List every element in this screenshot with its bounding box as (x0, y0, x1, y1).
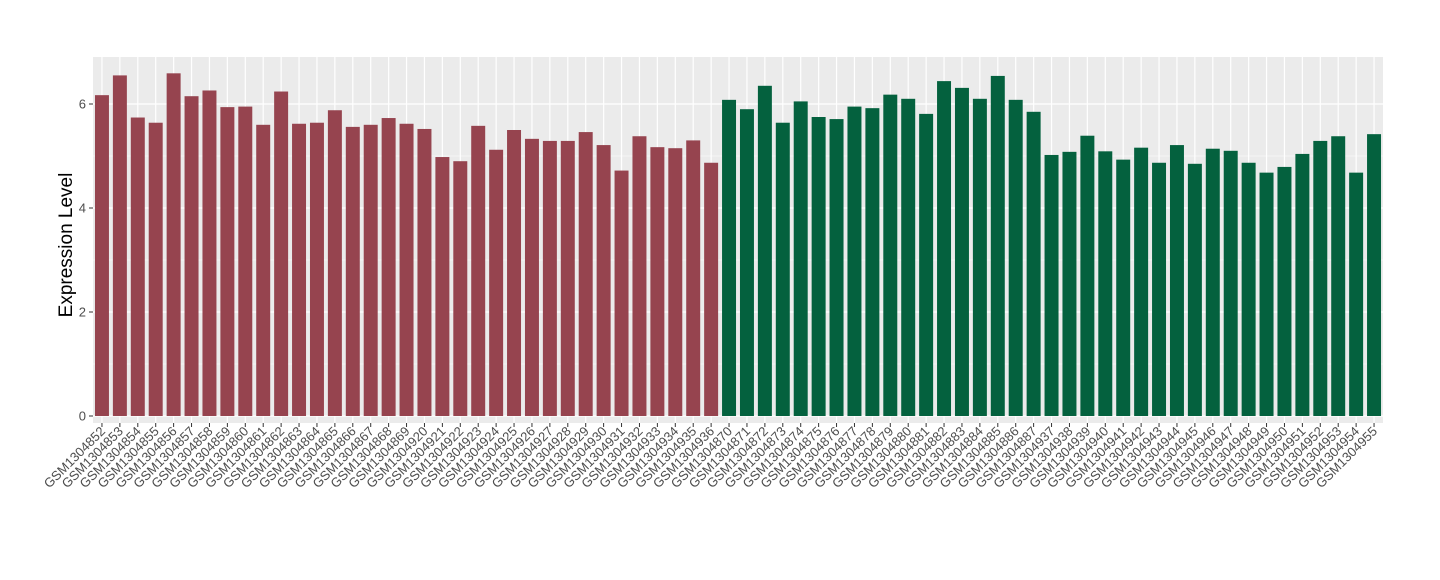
bar-GSM1304954 (1349, 172, 1364, 416)
bar-GSM1304942 (1134, 147, 1149, 416)
bar-GSM1304866 (345, 126, 360, 416)
bar-GSM1304881 (919, 113, 934, 416)
bar-GSM1304928 (560, 140, 575, 417)
bar-GSM1304864 (309, 122, 324, 416)
bar-GSM1304944 (1169, 145, 1184, 416)
bar-GSM1304943 (1152, 162, 1167, 416)
bar-GSM1304867 (363, 124, 378, 417)
y-tick-label: 6 (79, 97, 86, 112)
y-tick-label: 4 (79, 201, 86, 216)
y-axis-title: Expression Level (56, 173, 77, 318)
x-axis: GSM1304852GSM1304853GSM1304854GSM1304855… (41, 423, 1380, 491)
bar-GSM1304952 (1313, 140, 1328, 417)
bars (94, 73, 1382, 417)
bar-GSM1304855 (148, 122, 163, 416)
bar-GSM1304878 (865, 108, 880, 416)
bar-GSM1304862 (274, 91, 289, 417)
bar-GSM1304873 (775, 122, 790, 416)
bar-GSM1304854 (130, 117, 145, 417)
bar-GSM1304863 (292, 123, 307, 416)
bar-GSM1304870 (722, 99, 737, 416)
bar-GSM1304938 (1062, 151, 1077, 416)
bar-GSM1304951 (1295, 153, 1310, 417)
bar-GSM1304859 (220, 107, 235, 417)
bar-GSM1304934 (668, 148, 683, 416)
bar-GSM1304872 (757, 85, 772, 417)
bar-GSM1304922 (453, 161, 468, 416)
bar-GSM1304941 (1116, 159, 1131, 416)
bar-GSM1304937 (1044, 154, 1059, 416)
bar-GSM1304883 (954, 87, 969, 416)
bar-GSM1304868 (381, 118, 396, 416)
bar-GSM1304950 (1277, 166, 1292, 416)
bar-GSM1304946 (1205, 148, 1220, 416)
bar-GSM1304885 (990, 75, 1005, 417)
bar-GSM1304882 (937, 81, 952, 417)
bar-GSM1304955 (1367, 134, 1382, 416)
bar-GSM1304880 (901, 98, 916, 417)
bar-GSM1304886 (1008, 99, 1023, 416)
bar-GSM1304856 (166, 73, 181, 416)
bar-GSM1304857 (184, 96, 199, 416)
bar-GSM1304935 (686, 140, 701, 416)
y-axis: 0 2 4 6 (79, 97, 93, 424)
bar-GSM1304920 (417, 128, 432, 416)
bar-GSM1304852 (94, 95, 109, 416)
bar-GSM1304926 (524, 138, 539, 416)
bar-GSM1304948 (1241, 162, 1256, 416)
bar-GSM1304940 (1098, 151, 1113, 416)
bar-GSM1304931 (614, 170, 629, 416)
bar-GSM1304933 (650, 147, 665, 416)
bar-GSM1304860 (238, 106, 253, 416)
bar-GSM1304924 (489, 149, 504, 416)
bar-GSM1304929 (578, 132, 593, 416)
bar-GSM1304853 (112, 75, 127, 417)
bar-GSM1304871 (739, 109, 754, 416)
y-tick-label: 2 (79, 305, 86, 320)
plot-panel (93, 57, 1383, 423)
bar-GSM1304877 (847, 106, 862, 416)
bar-GSM1304932 (632, 136, 647, 417)
bar-GSM1304923 (471, 125, 486, 416)
bar-GSM1304947 (1223, 150, 1238, 417)
bar-GSM1304925 (507, 130, 522, 416)
bar-GSM1304861 (256, 124, 271, 417)
bar-GSM1304875 (811, 117, 826, 416)
bar-GSM1304936 (704, 162, 719, 416)
bar-GSM1304953 (1331, 136, 1346, 417)
bar-GSM1304884 (972, 98, 987, 417)
bar-GSM1304949 (1259, 172, 1274, 416)
bar-GSM1304887 (1026, 111, 1041, 417)
bar-GSM1304939 (1080, 135, 1095, 416)
bar-GSM1304945 (1187, 163, 1202, 416)
bar-GSM1304921 (435, 157, 450, 417)
y-tick-label: 0 (79, 409, 86, 424)
bar-GSM1304858 (202, 90, 217, 416)
bar-GSM1304876 (829, 119, 844, 416)
bar-GSM1304869 (399, 123, 414, 416)
bar-GSM1304927 (542, 140, 557, 417)
bar-GSM1304874 (793, 101, 808, 417)
bar-GSM1304865 (327, 110, 342, 417)
bar-GSM1304879 (883, 94, 898, 416)
bar-GSM1304930 (596, 145, 611, 416)
